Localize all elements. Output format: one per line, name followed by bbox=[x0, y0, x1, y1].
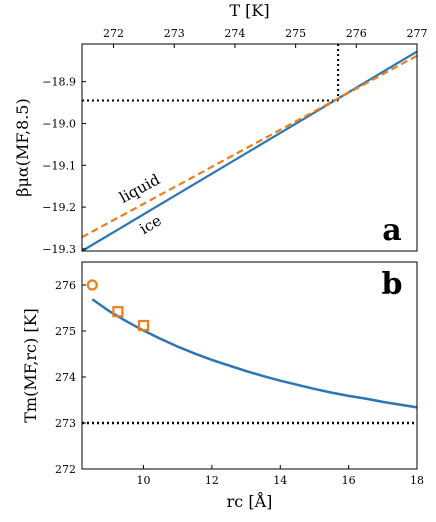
panel-a-top-x-axis-label: T [K] bbox=[229, 1, 269, 20]
panel-a-frame bbox=[81, 43, 418, 252]
series-liquid-label: liquid bbox=[116, 170, 163, 207]
top-x-tick-label: 275 bbox=[285, 27, 306, 40]
panel-a-letter: a bbox=[382, 213, 401, 248]
panel-b-x-axis-label: rc [Å] bbox=[227, 491, 273, 511]
y-tick-label: −19.1 bbox=[42, 159, 76, 172]
y-tick-label: 274 bbox=[55, 371, 76, 384]
panel-b: 10 12 14 16 18 272 273 274 275 276 b rc [Å] Tm(MF… bbox=[21, 261, 424, 511]
top-x-tick-label: 274 bbox=[224, 27, 245, 40]
panel-b-letter: b bbox=[382, 267, 403, 302]
y-tick-label: −19.3 bbox=[42, 243, 76, 256]
x-tick-label: 18 bbox=[410, 474, 424, 487]
y-tick-label: 273 bbox=[55, 417, 76, 430]
panel-b-ticks: 10 12 14 16 18 272 273 274 275 276 bbox=[55, 279, 424, 487]
series-ice-line bbox=[81, 50, 418, 252]
x-tick-label: 10 bbox=[137, 474, 151, 487]
y-tick-label: −18.9 bbox=[42, 76, 76, 89]
top-x-tick-label: 277 bbox=[407, 27, 428, 40]
top-x-tick-label: 273 bbox=[164, 27, 185, 40]
x-tick-label: 12 bbox=[205, 474, 219, 487]
panel-a-y-axis-label: βμα(MF,8.5) bbox=[13, 98, 32, 196]
x-tick-label: 16 bbox=[342, 474, 356, 487]
panel-b-y-axis-label: Tm(MF,rc) [K] bbox=[21, 308, 40, 423]
top-x-tick-label: 276 bbox=[346, 27, 367, 40]
y-tick-label: 276 bbox=[55, 279, 76, 292]
y-tick-label: 272 bbox=[55, 463, 76, 476]
panel-a-ticks: 272 273 274 275 276 277 −18.9 −19.0 −19.1 −19.2 −1… bbox=[42, 27, 427, 256]
top-x-tick-label: 272 bbox=[103, 27, 124, 40]
melting-temperature-curve bbox=[91, 298, 418, 409]
square-data-point bbox=[137, 319, 150, 332]
x-tick-label: 14 bbox=[273, 474, 287, 487]
square-data-point bbox=[112, 306, 124, 318]
y-tick-label: −19.0 bbox=[42, 117, 76, 130]
y-tick-label: −19.2 bbox=[42, 201, 76, 214]
circle-data-point bbox=[86, 279, 98, 291]
series-liquid-line bbox=[81, 54, 418, 239]
panel-b-frame bbox=[81, 261, 418, 470]
panel-b-plot-area bbox=[82, 279, 418, 425]
y-tick-label: 275 bbox=[55, 325, 76, 338]
